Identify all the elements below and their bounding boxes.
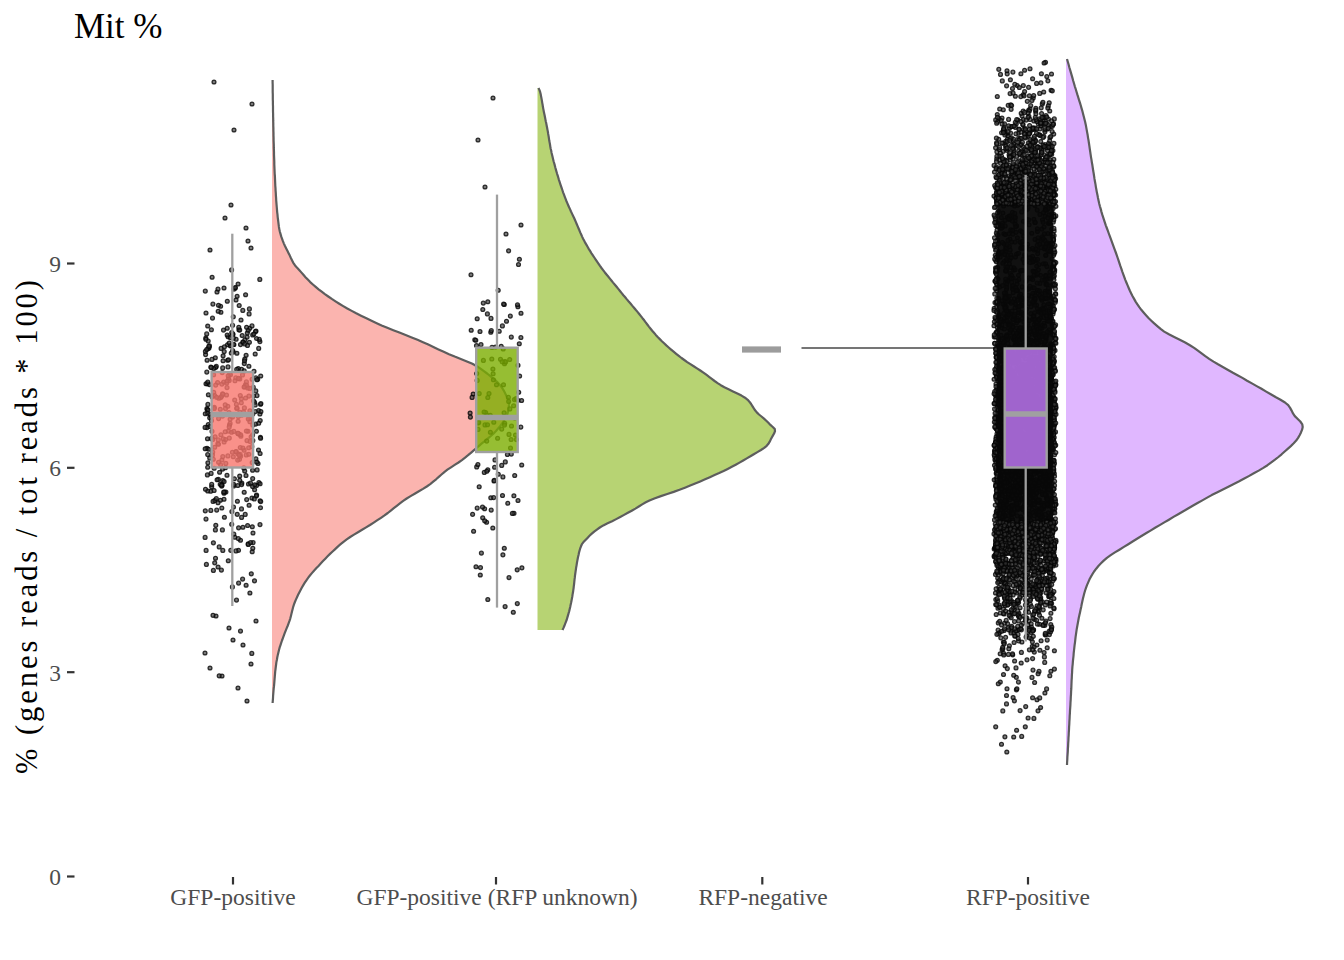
svg-text:Mit %: Mit % bbox=[74, 7, 162, 46]
svg-text:0: 0 bbox=[49, 864, 61, 890]
svg-text:RFP-negative: RFP-negative bbox=[698, 884, 827, 910]
svg-text:3: 3 bbox=[49, 660, 61, 686]
svg-text:RFP-positive: RFP-positive bbox=[966, 884, 1090, 910]
svg-text:GFP-positive: GFP-positive bbox=[170, 884, 295, 910]
svg-text:6: 6 bbox=[49, 455, 61, 481]
svg-text:GFP-positive (RFP unknown): GFP-positive (RFP unknown) bbox=[356, 884, 637, 910]
svg-text:9: 9 bbox=[49, 251, 61, 277]
